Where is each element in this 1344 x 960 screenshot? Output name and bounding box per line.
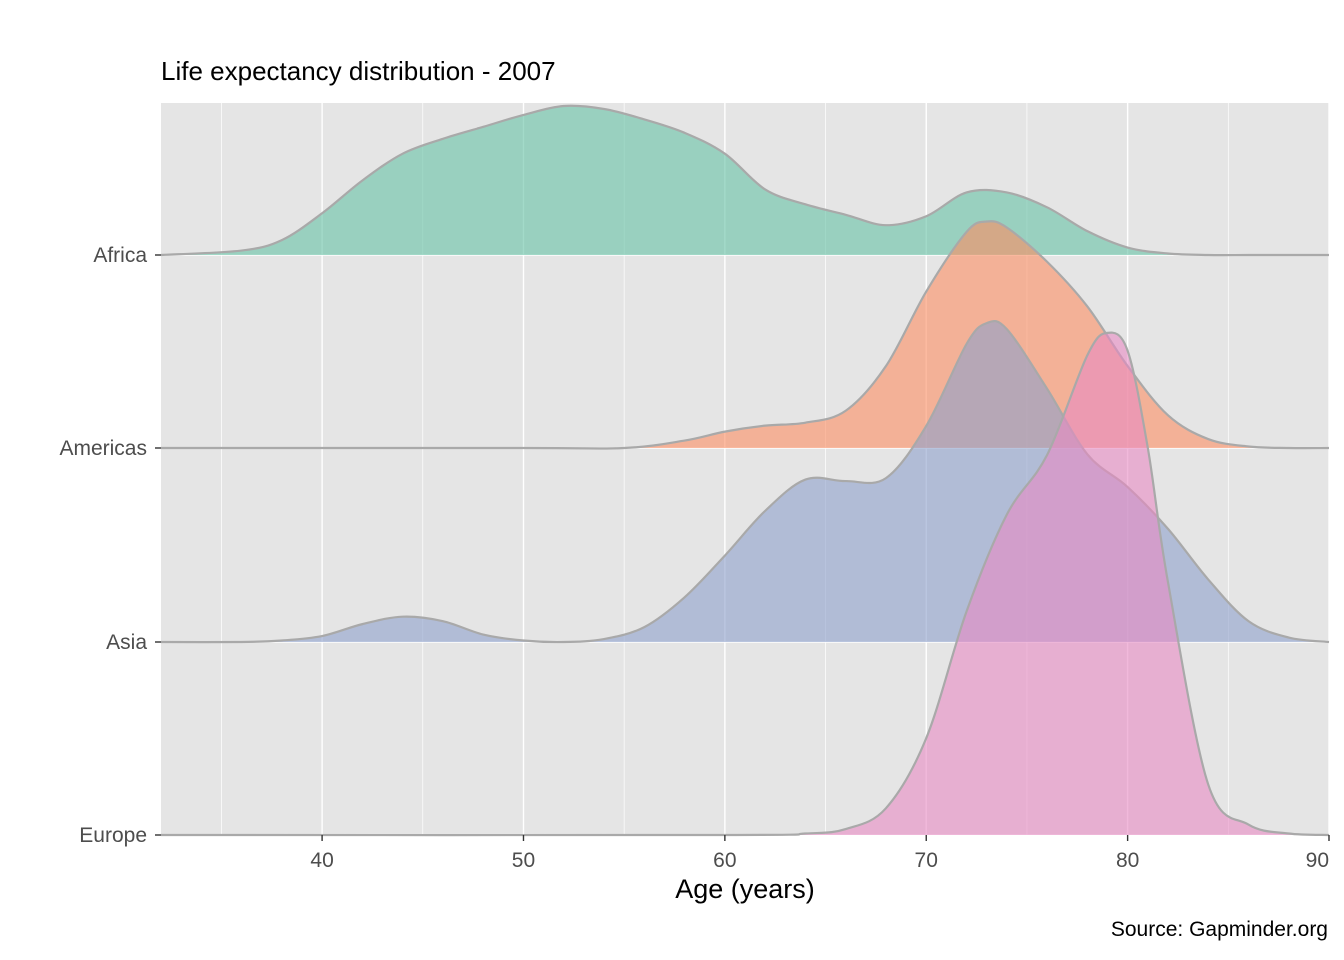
x-tick-label: 50 [512, 849, 535, 872]
x-tick-label: 70 [915, 849, 938, 872]
ridge-europe [160, 331, 1330, 837]
x-axis-label: Age (years) [675, 874, 815, 904]
y-tick-label: Americas [59, 437, 147, 460]
x-axis: 40 50 60 70 80 90 [310, 835, 1330, 872]
x-tick-label: 80 [1116, 849, 1139, 872]
density-ridges [160, 104, 1330, 837]
x-tick-label: 90 [1306, 849, 1329, 872]
y-tick-label: Asia [106, 631, 147, 654]
ridge-outline-americas [161, 220, 1330, 450]
ridge-outline-africa [160, 104, 1329, 257]
y-tick-label: Europe [79, 824, 147, 847]
ridge-fill-europe [161, 332, 1329, 836]
ridge-fill-africa [161, 105, 1329, 256]
source-caption: Source: Gapminder.org [1110, 918, 1328, 941]
x-tick-label: 40 [310, 849, 333, 872]
ridge-africa [160, 104, 1329, 257]
y-axis: Africa Americas Asia Europe [59, 244, 161, 847]
y-tick-label: Africa [93, 244, 147, 267]
x-tick-label: 60 [713, 849, 736, 872]
chart-title: Life expectancy distribution - 2007 [161, 56, 556, 86]
ridge-outline-europe [160, 331, 1330, 837]
